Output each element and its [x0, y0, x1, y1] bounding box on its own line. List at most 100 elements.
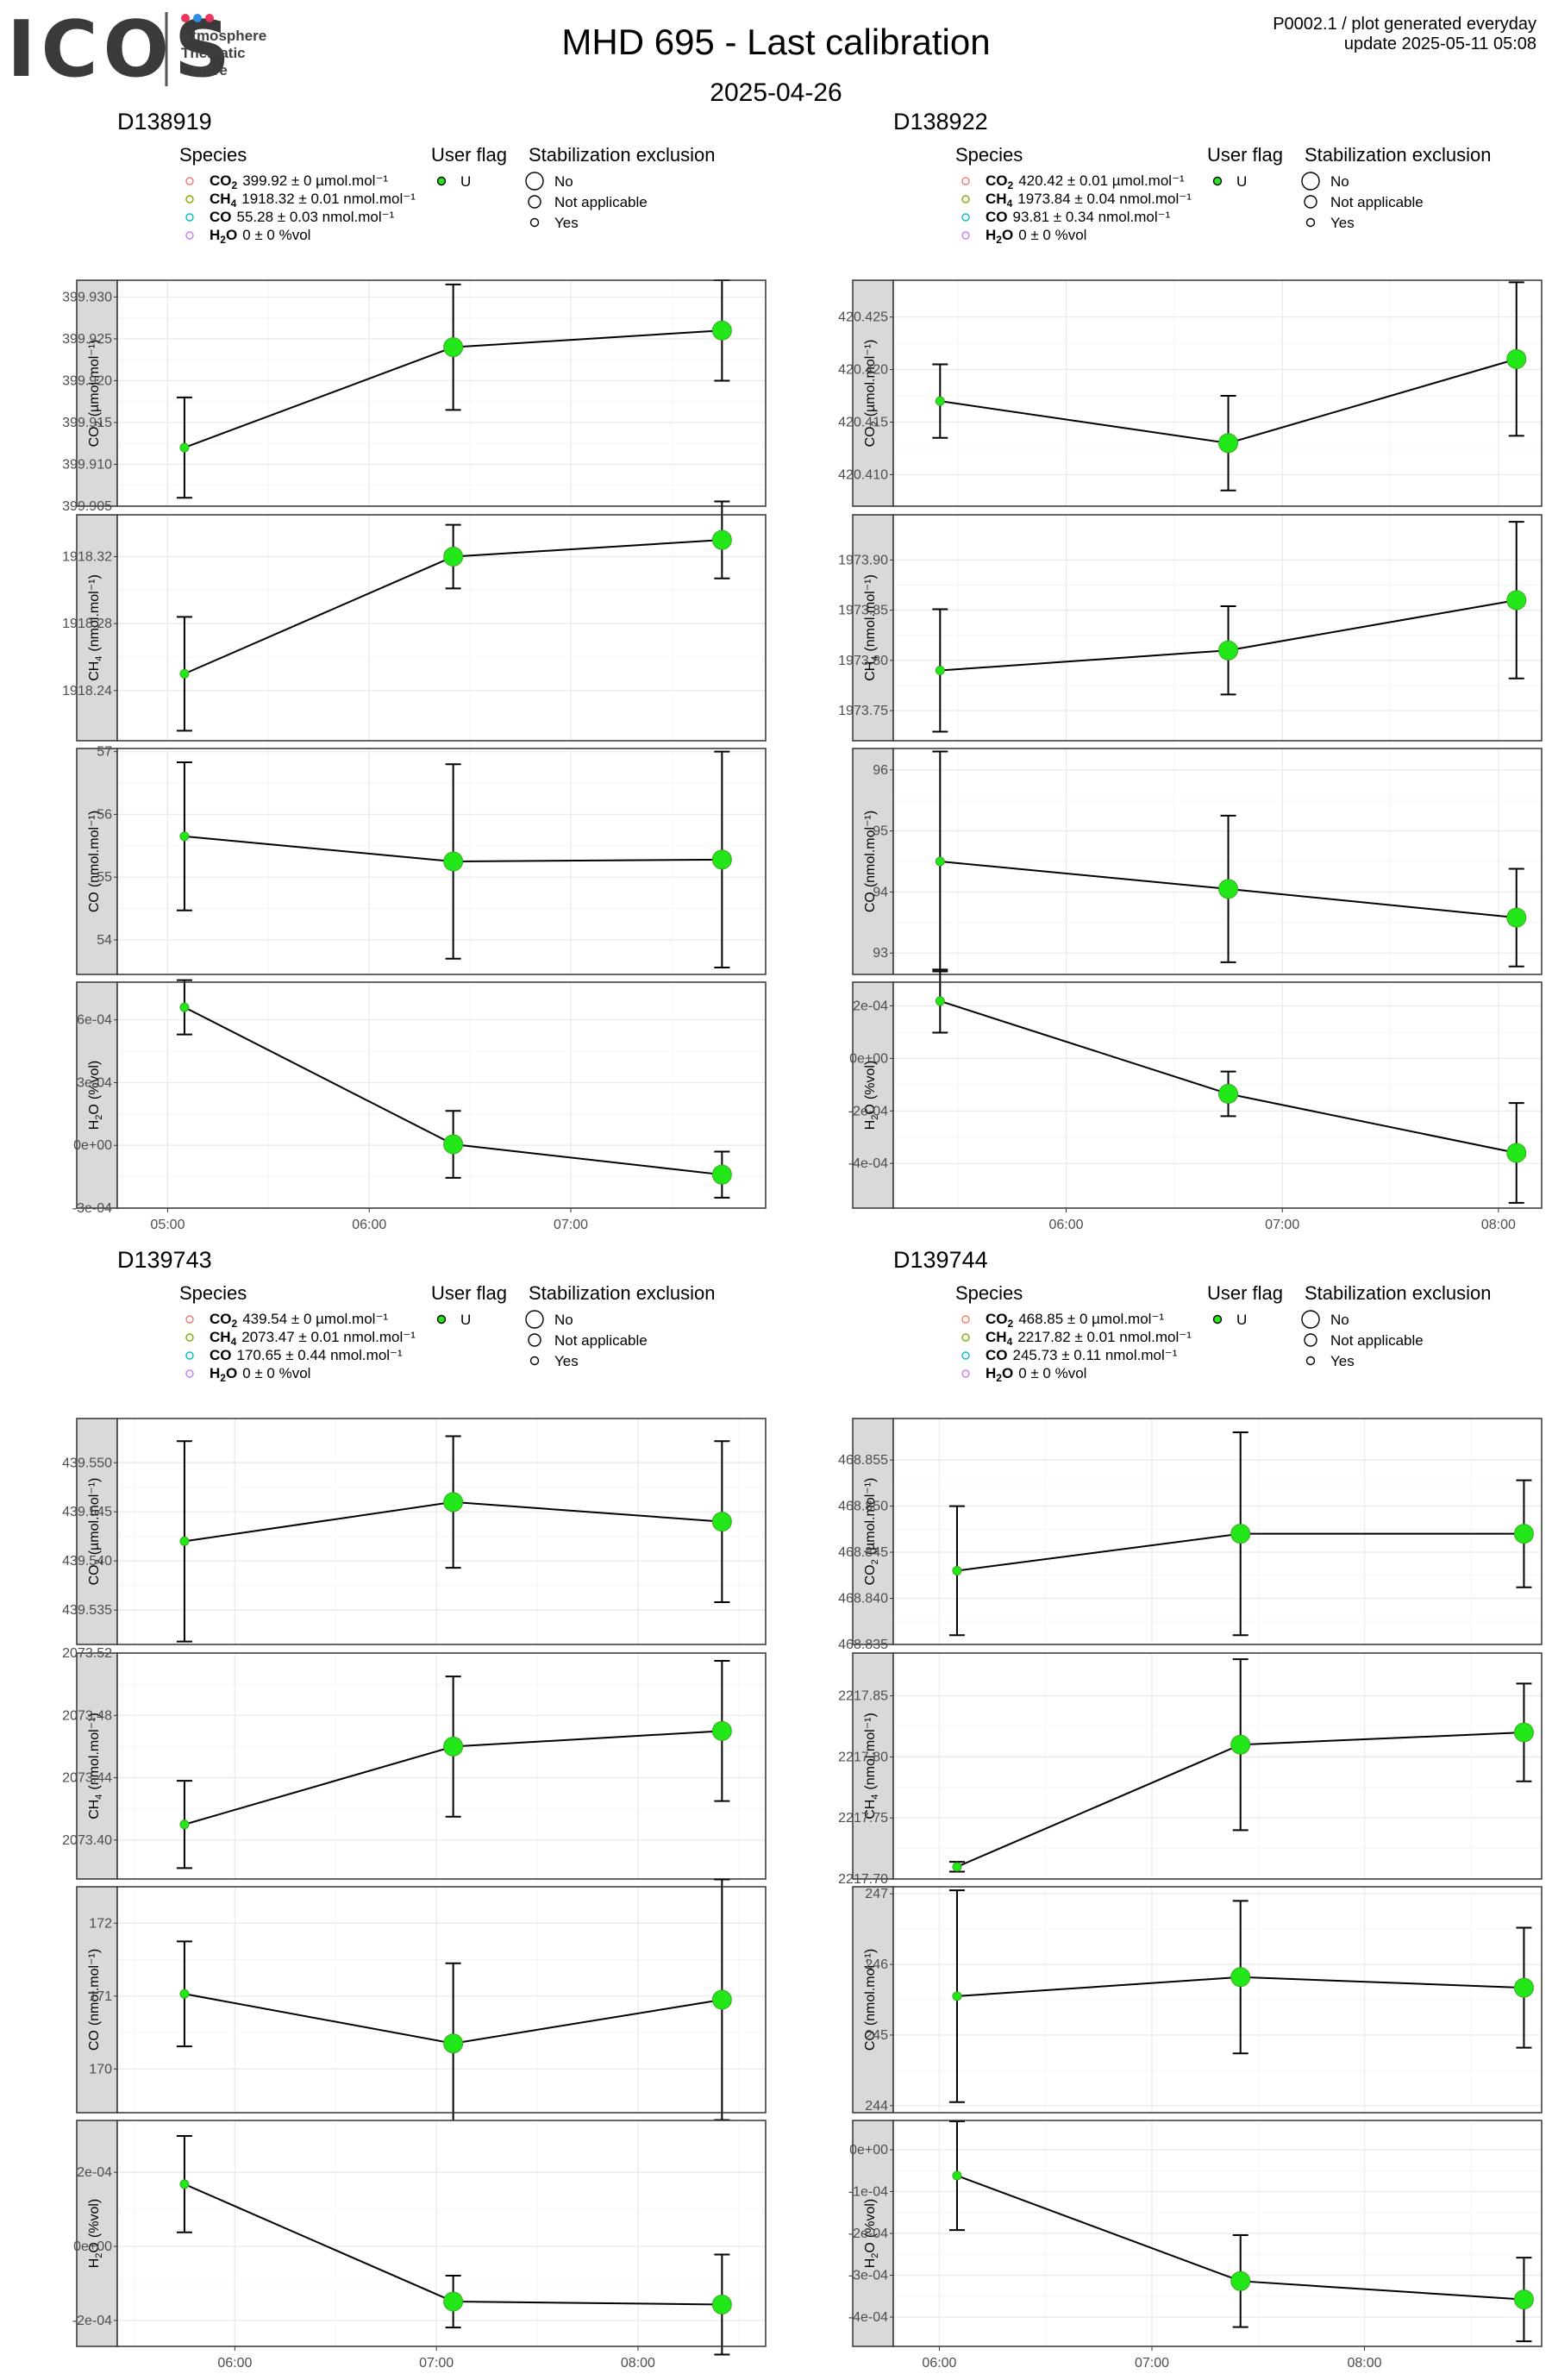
data-point: [711, 2294, 732, 2314]
ylabel-subscript: 2: [94, 421, 104, 426]
panel-ylabel: H2O (%vol): [863, 1061, 880, 1130]
ylabel-subscript: 4: [870, 1794, 880, 1800]
y-tick-label: -3e-04: [848, 2269, 888, 2283]
panel-2: CO (nmol.mol⁻¹) 244 245 246 247: [852, 1886, 1543, 2114]
panel-background: [893, 1419, 1542, 1644]
panel-background: [893, 515, 1542, 741]
species-subscript: 4: [231, 1336, 237, 1348]
y-tick-label: 0e+00: [73, 1138, 112, 1153]
panel-border: [116, 514, 767, 742]
legend-species-key-1: [185, 195, 194, 204]
legend-stab-label-2: Yes: [554, 1353, 579, 1369]
panel-strip: [76, 514, 118, 742]
x-tick-label: 06:00: [1049, 1218, 1084, 1232]
panel-border: [892, 748, 1543, 975]
panel-strip: [852, 514, 894, 742]
y-tick-label: 1918.24: [62, 684, 112, 698]
panel-border: [892, 1418, 1543, 1645]
ylabel-name: CO: [863, 2030, 878, 2051]
legend-stab-key-0: [1301, 172, 1320, 191]
x-tick-label: 06:00: [352, 1218, 386, 1232]
y-tick-label: 399.915: [62, 416, 112, 430]
panel-ylabel: CH4 (nmol.mol⁻¹): [863, 574, 880, 681]
panel-border: [116, 1418, 767, 1645]
panel-strip: [76, 279, 118, 507]
species-value: 93.81 ± 0.34 nmol.mol⁻¹: [1013, 209, 1171, 225]
species-name: CO: [986, 1311, 1008, 1327]
data-point: [179, 1819, 190, 1830]
ylabel-subscript: 2: [870, 1115, 880, 1120]
panel-border: [892, 1652, 1543, 1880]
y-tick-label: 399.905: [62, 499, 112, 514]
panel-0: CO2 (µmol.mol⁻¹) 439.535 439.540 439.545 439.…: [62, 1418, 767, 1645]
legend-species-label-2: CO 170.65 ± 0.44 nmol.mol⁻¹: [210, 1347, 403, 1363]
logo-dot-2: [193, 14, 202, 22]
ylabel-unit: (nmol.mol⁻¹): [87, 1949, 102, 2026]
y-tick-label: 399.925: [62, 332, 112, 347]
ylabel-subscript: 2: [870, 2253, 880, 2258]
y-tick-label: 6e-04: [77, 1013, 112, 1028]
y-tick-label: 246: [865, 1957, 888, 1972]
logo-wordmark: ICOS: [7, 4, 235, 95]
chart-title: D139744: [893, 1247, 988, 1273]
ylabel-subscript: 2: [870, 1559, 880, 1564]
legend-stab-key-0: [525, 172, 544, 191]
species-name: H: [210, 227, 220, 243]
species-subscript: 2: [1008, 179, 1014, 191]
data-point: [1218, 640, 1239, 661]
ylabel-unit: (nmol.mol⁻¹): [87, 574, 102, 651]
data-point: [952, 1991, 962, 2001]
y-tick-label: 1973.90: [838, 553, 888, 567]
legend-stab-label-0: No: [1330, 173, 1349, 190]
legend-userflag-title: User flag: [431, 144, 507, 166]
ylabel-name: CO: [863, 426, 878, 447]
species-subscript: 2: [996, 1372, 1002, 1384]
legend-stab-key-2: [529, 217, 540, 228]
x-tick-label: 07:00: [1265, 1218, 1299, 1232]
legend-species-title: Species: [955, 144, 1023, 166]
ylabel-subscript: 4: [94, 656, 104, 661]
data-point: [443, 2291, 464, 2312]
ylabel-unit: (nmol.mol⁻¹): [863, 1713, 878, 1789]
panel-border: [892, 2120, 1543, 2347]
data-point: [952, 1862, 962, 1872]
panel-strip: [852, 1886, 894, 2114]
legend-stab-key-0: [1301, 1310, 1320, 1329]
panel-border: [116, 748, 767, 975]
data-point: [711, 1720, 732, 1741]
y-tick-label: -2e-04: [848, 2227, 888, 2241]
legend-stab-key-0: [525, 1310, 544, 1329]
y-tick-label: 3e-04: [77, 1075, 112, 1090]
legend-userflag-key: [436, 176, 447, 186]
panel-ylabel: H2O (%vol): [863, 2199, 880, 2268]
species-name: CO: [210, 172, 232, 189]
legend-species-key-1: [961, 1333, 970, 1342]
ylabel-subscript: 2: [870, 421, 880, 426]
data-point: [179, 668, 190, 679]
panel-background: [117, 982, 766, 1208]
legend-species-label-1: CH4 2073.47 ± 0.01 nmol.mol⁻¹: [210, 1329, 416, 1348]
legend-species-key-1: [961, 195, 970, 204]
legend-userflag-key: [1212, 1314, 1223, 1325]
ylabel-name: CO: [87, 892, 102, 912]
panel-border: [116, 981, 767, 1209]
logo-line-3: Centre: [181, 62, 228, 78]
legend-species-title: Species: [179, 144, 247, 166]
legend-species-label-2: CO 93.81 ± 0.34 nmol.mol⁻¹: [986, 209, 1171, 225]
species-value: 2073.47 ± 0.01 nmol.mol⁻¹: [241, 1329, 416, 1345]
species-name: CO: [210, 1311, 232, 1327]
data-point: [935, 856, 945, 867]
data-point: [443, 1492, 464, 1513]
logo-dot-1: [181, 14, 190, 22]
y-tick-label: 96: [873, 763, 888, 778]
species-name: CO: [986, 1347, 1008, 1363]
species-value: 245.73 ± 0.11 nmol.mol⁻¹: [1013, 1347, 1178, 1363]
ylabel-unit: (%vol): [87, 2199, 102, 2238]
species-value: 170.65 ± 0.44 nmol.mol⁻¹: [237, 1347, 404, 1363]
species-name: CO: [210, 1347, 232, 1363]
legend-species-label-2: CO 245.73 ± 0.11 nmol.mol⁻¹: [986, 1347, 1178, 1363]
data-point: [179, 1536, 190, 1546]
ylabel-name: CH: [863, 661, 878, 681]
